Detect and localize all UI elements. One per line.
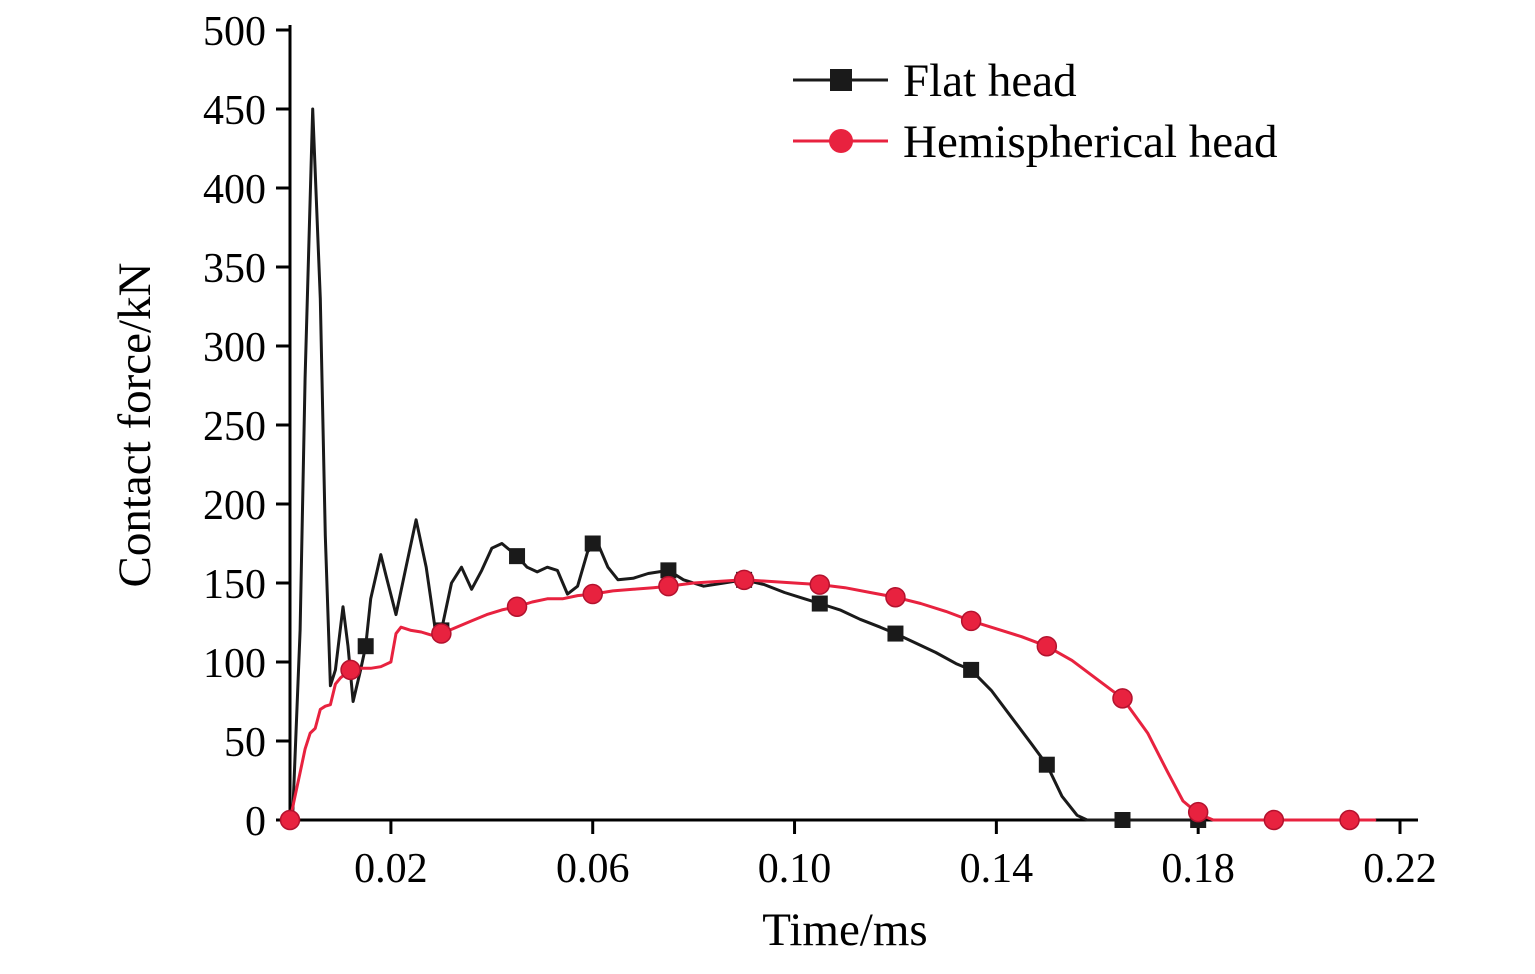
data-point-circle-marker — [809, 574, 831, 595]
y-tick-label: 50 — [224, 720, 266, 766]
x-tick-label: 0.06 — [556, 846, 630, 892]
series-layer — [279, 107, 1377, 831]
legend-label-flat-head: Flat head — [903, 55, 1077, 107]
y-axis-title: Contact force/kN — [109, 263, 161, 588]
y-tick-label: 450 — [203, 88, 266, 134]
y-tick-label: 200 — [203, 483, 266, 529]
x-tick-label: 0.14 — [960, 846, 1034, 892]
data-point-square-marker — [1114, 812, 1131, 828]
data-point-square-marker — [357, 638, 374, 655]
data-point-square-marker — [660, 562, 677, 579]
data-point-circle-marker — [733, 569, 755, 591]
data-point-square-marker — [1038, 756, 1055, 773]
data-point-circle-marker — [1339, 809, 1360, 831]
y-tick-label: 400 — [203, 167, 266, 213]
axes-layer: 0 50 100 150 200 250 300 350 400 450 500 0.02 0.06 0.… — [203, 9, 1437, 892]
y-tick-label: 300 — [203, 325, 266, 371]
data-point-circle-marker — [1187, 801, 1209, 823]
legend-square-marker-icon — [830, 69, 852, 91]
legend-circle-marker-icon — [829, 129, 853, 153]
y-tick-label: 100 — [203, 641, 266, 687]
series-line-0 — [291, 107, 1200, 822]
data-point-square-marker — [509, 548, 526, 565]
data-point-circle-marker — [658, 575, 679, 597]
data-point-square-marker — [584, 535, 601, 552]
data-point-circle-marker — [1263, 809, 1285, 831]
x-tick-label: 0.22 — [1363, 846, 1437, 892]
data-point-square-marker — [887, 625, 904, 642]
x-tick-label: 0.02 — [354, 846, 428, 892]
y-tick-label: 500 — [203, 9, 266, 55]
legend: Flat head Hemispherical head — [793, 55, 1278, 168]
data-point-circle-marker — [885, 586, 906, 608]
y-tick-label: 0 — [245, 799, 266, 845]
data-point-square-marker — [963, 661, 980, 678]
x-tick-label: 0.18 — [1161, 846, 1235, 892]
data-point-circle-marker — [1036, 635, 1058, 657]
data-point-square-marker — [811, 595, 828, 612]
y-tick-label: 150 — [203, 562, 266, 608]
data-point-circle-marker — [279, 809, 301, 831]
x-tick-label: 0.10 — [758, 846, 832, 892]
y-tick-label: 350 — [203, 246, 266, 292]
data-point-circle-marker — [960, 610, 982, 632]
legend-label-hemispherical-head: Hemispherical head — [903, 116, 1278, 168]
x-axis-title: Time/ms — [762, 904, 927, 956]
data-point-circle-marker — [1112, 688, 1133, 709]
y-tick-label: 250 — [203, 404, 266, 450]
data-point-circle-marker — [340, 659, 361, 681]
data-point-circle-marker — [582, 583, 603, 605]
series-line-1 — [288, 578, 1377, 822]
data-point-circle-marker — [431, 623, 452, 644]
data-point-circle-marker — [506, 596, 528, 617]
